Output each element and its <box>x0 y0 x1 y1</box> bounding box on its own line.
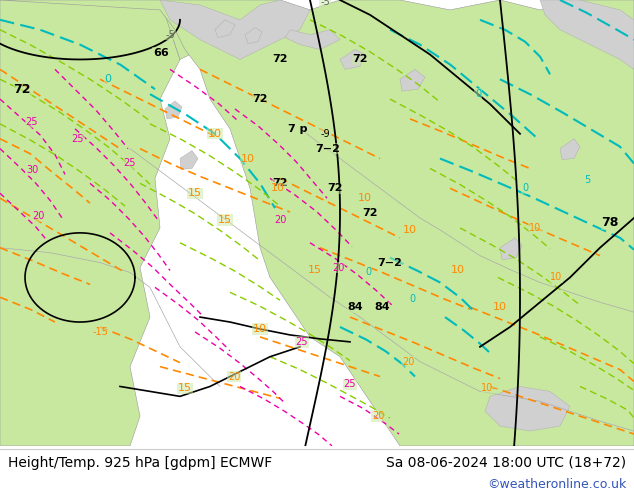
Text: 7 p: 7 p <box>288 124 307 134</box>
Text: 10: 10 <box>493 302 507 312</box>
Text: 15: 15 <box>178 384 192 393</box>
Text: 20: 20 <box>228 371 240 382</box>
Text: 15: 15 <box>188 188 202 198</box>
Text: 25: 25 <box>72 134 84 144</box>
Text: 15: 15 <box>218 215 232 225</box>
Text: 10: 10 <box>358 193 372 203</box>
Text: -5: -5 <box>320 0 330 7</box>
Text: 10: 10 <box>271 183 285 193</box>
Text: 72: 72 <box>272 54 288 65</box>
Text: 20: 20 <box>32 211 44 221</box>
Text: 7−2: 7−2 <box>378 258 403 268</box>
Text: 72: 72 <box>252 94 268 104</box>
Text: 15: 15 <box>308 265 322 274</box>
Text: 10: 10 <box>451 265 465 274</box>
Polygon shape <box>285 30 340 49</box>
Text: 25: 25 <box>26 117 38 127</box>
Text: 25: 25 <box>124 158 136 169</box>
Text: 72: 72 <box>362 208 378 218</box>
Text: 10: 10 <box>241 153 255 164</box>
Polygon shape <box>400 70 425 91</box>
Text: -9: -9 <box>320 129 330 139</box>
Text: 72: 72 <box>272 178 288 188</box>
Text: 66: 66 <box>153 48 169 57</box>
Text: 7−2: 7−2 <box>316 144 340 154</box>
Text: 72: 72 <box>13 83 31 96</box>
Text: 10: 10 <box>253 324 267 334</box>
Polygon shape <box>500 238 522 260</box>
Text: 0: 0 <box>365 268 371 277</box>
Polygon shape <box>215 20 235 38</box>
Text: 0: 0 <box>522 183 528 193</box>
Text: 25: 25 <box>295 337 308 347</box>
Text: 25: 25 <box>344 379 356 390</box>
Text: 30: 30 <box>26 166 38 175</box>
Text: 20: 20 <box>372 411 384 421</box>
Text: 10: 10 <box>208 129 222 139</box>
Polygon shape <box>160 0 310 59</box>
Text: 10: 10 <box>403 225 417 235</box>
Text: 78: 78 <box>601 217 619 229</box>
Text: -5: -5 <box>165 30 175 40</box>
Polygon shape <box>340 49 365 70</box>
Text: 10: 10 <box>529 223 541 233</box>
Text: -15: -15 <box>92 327 108 337</box>
Text: 0: 0 <box>475 89 481 99</box>
Text: Sa 08-06-2024 18:00 UTC (18+72): Sa 08-06-2024 18:00 UTC (18+72) <box>386 456 626 469</box>
Text: 10–: 10– <box>481 384 498 393</box>
Polygon shape <box>160 0 280 59</box>
Polygon shape <box>245 28 262 44</box>
Text: 84: 84 <box>347 302 363 312</box>
Polygon shape <box>485 387 570 431</box>
Text: 20: 20 <box>402 357 414 367</box>
Text: 10: 10 <box>550 272 562 282</box>
Text: Height/Temp. 925 hPa [gdpm] ECMWF: Height/Temp. 925 hPa [gdpm] ECMWF <box>8 456 272 469</box>
Text: 0: 0 <box>409 294 415 304</box>
Text: 20: 20 <box>332 263 344 272</box>
Text: 84: 84 <box>374 302 390 312</box>
Polygon shape <box>540 0 634 70</box>
Polygon shape <box>165 101 182 119</box>
Polygon shape <box>0 0 200 446</box>
Text: ©weatheronline.co.uk: ©weatheronline.co.uk <box>487 478 626 490</box>
Text: 72: 72 <box>353 54 368 65</box>
Polygon shape <box>180 150 198 170</box>
Polygon shape <box>560 139 580 160</box>
Text: 5: 5 <box>584 175 590 185</box>
Polygon shape <box>0 0 634 446</box>
Text: 20: 20 <box>274 215 286 225</box>
Text: 72: 72 <box>327 183 343 193</box>
Text: 0: 0 <box>105 74 112 84</box>
